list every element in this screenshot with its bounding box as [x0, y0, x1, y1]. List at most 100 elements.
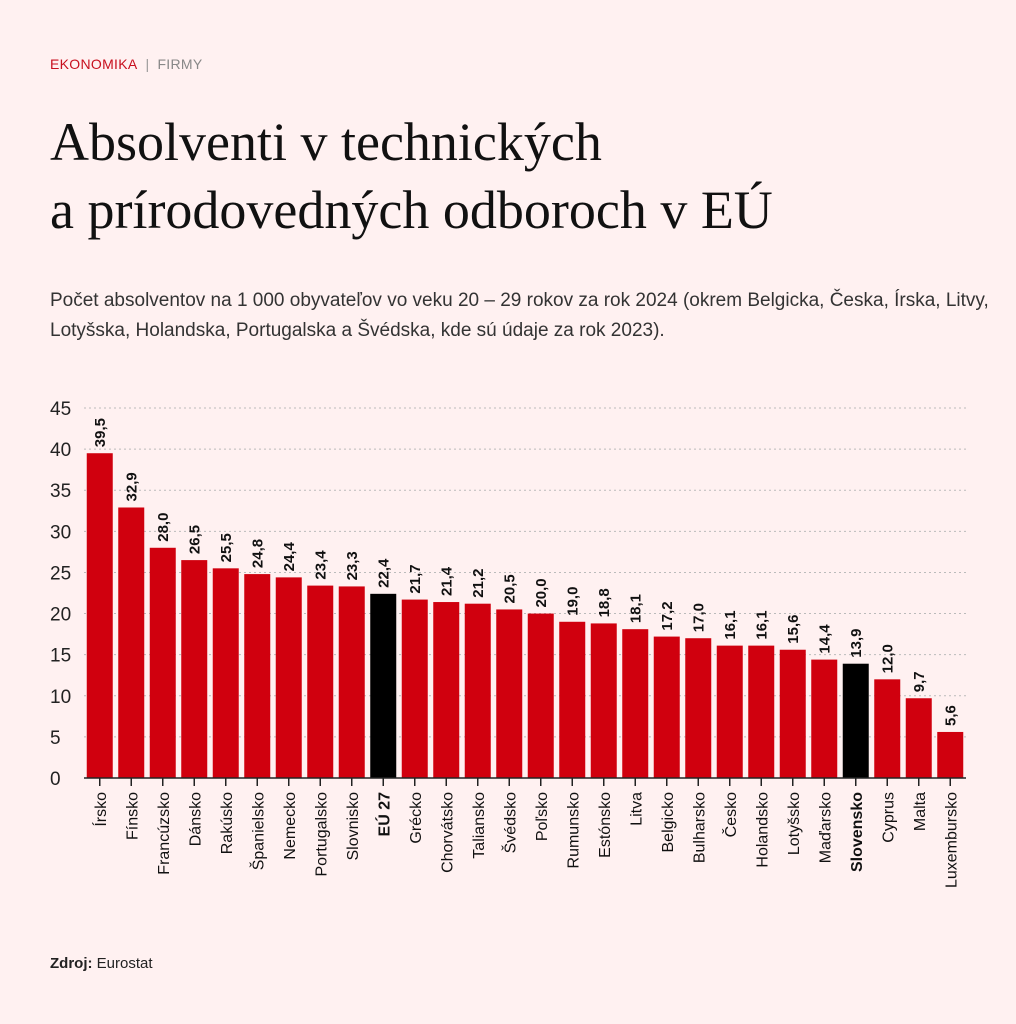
x-tick-label: Holandsko [754, 792, 771, 868]
x-tick-label: Luxembursko [943, 792, 960, 888]
bar [559, 621, 586, 778]
data-label: 39,5 [92, 418, 109, 447]
y-tick-label: 0 [50, 769, 61, 790]
data-label: 24,8 [249, 539, 266, 568]
bar [401, 599, 428, 778]
x-tick-label: Taliansko [471, 792, 488, 859]
x-tick-label: Estónsko [597, 792, 614, 858]
source-label: Zdroj: [50, 955, 93, 972]
data-label: 17,0 [690, 603, 707, 632]
x-tick-label: Francúzsko [156, 792, 173, 875]
y-tick-label: 40 [50, 440, 71, 461]
data-label: 15,6 [785, 615, 802, 644]
page-title: Absolventi v technických a prírodovedných… [50, 108, 773, 244]
data-label: 9,7 [911, 671, 928, 692]
x-tick-label: Česko [721, 792, 740, 837]
source-value: Eurostat [96, 955, 153, 972]
x-tick-label: Slovnisko [345, 792, 362, 861]
x-tick-label: Rakúsko [219, 792, 236, 854]
y-tick-label: 35 [50, 481, 71, 502]
data-label: 32,9 [123, 472, 140, 501]
bar [149, 547, 176, 778]
data-label: 13,9 [848, 629, 865, 658]
bar [874, 679, 901, 778]
bar [748, 645, 775, 778]
bar [496, 609, 523, 778]
x-tick-label: Bulharsko [691, 792, 708, 863]
y-tick-label: 45 [50, 399, 71, 420]
x-tick-label: Fínsko [124, 792, 141, 840]
x-tick-label: EÚ 27 [374, 792, 393, 837]
x-tick-label: Španielsko [248, 792, 267, 870]
x-tick-label: Slovensko [849, 792, 866, 872]
title-line-1: Absolventi v technických [50, 112, 602, 172]
bar [244, 574, 271, 778]
title-line-2: a prírodovedných odboroch v EÚ [50, 180, 773, 240]
bar [716, 645, 743, 778]
x-tick-label: Chorvátsko [439, 792, 456, 873]
bar [905, 698, 932, 778]
data-label: 14,4 [816, 624, 833, 654]
data-label: 21,2 [470, 568, 487, 597]
x-tick-label: Švédsko [500, 792, 519, 853]
y-tick-label: 10 [50, 687, 71, 708]
bar [307, 585, 334, 778]
bar [275, 577, 302, 778]
bar [464, 603, 491, 778]
data-label: 17,2 [659, 601, 676, 630]
x-tick-label: Írsko [91, 792, 110, 827]
data-label: 25,5 [218, 533, 235, 562]
bar [811, 659, 838, 778]
y-tick-label: 5 [50, 728, 61, 749]
x-tick-label: Rumunsko [565, 792, 582, 869]
data-label: 26,5 [186, 525, 203, 554]
bar [653, 636, 680, 778]
data-label: 16,1 [722, 610, 739, 639]
x-tick-label: Grécko [408, 792, 425, 844]
bar [685, 638, 712, 778]
x-tick-label: Maďarsko [817, 792, 834, 863]
x-tick-label: Belgicko [660, 792, 677, 853]
bar [779, 649, 806, 778]
data-label: 24,4 [281, 542, 298, 572]
data-label: 5,6 [942, 705, 959, 726]
data-label: 18,8 [596, 588, 613, 617]
chart-description: Počet absolventov na 1 000 obyvateľov vo… [50, 290, 989, 341]
bar [622, 629, 649, 778]
source-note: Zdroj: Eurostat [50, 955, 153, 972]
y-tick-label: 25 [50, 563, 71, 584]
bar [370, 593, 397, 778]
breadcrumb: EKONOMIKA | FIRMY [50, 56, 203, 72]
data-label: 28,0 [155, 513, 172, 542]
x-tick-label: Nemecko [282, 792, 299, 860]
x-tick-label: Litva [628, 792, 645, 826]
data-label: 16,1 [753, 610, 770, 639]
subsection-link[interactable]: FIRMY [157, 56, 203, 72]
y-tick-label: 15 [50, 646, 71, 667]
bar [212, 568, 239, 778]
data-label: 23,3 [344, 551, 361, 580]
bar [433, 602, 460, 778]
breadcrumb-separator: | [145, 56, 150, 72]
x-tick-label: Poľsko [534, 792, 551, 841]
y-tick-label: 20 [50, 605, 71, 626]
bar [527, 613, 554, 778]
data-label: 23,4 [312, 550, 329, 580]
bar [937, 731, 964, 778]
data-label: 12,0 [879, 644, 896, 673]
bar [181, 560, 208, 778]
data-label: 18,1 [627, 594, 644, 623]
x-tick-label: Portugalsko [313, 792, 330, 877]
y-tick-label: 30 [50, 522, 71, 543]
x-tick-label: Lotyšsko [786, 792, 803, 855]
data-label: 20,5 [501, 574, 518, 603]
bar [590, 623, 617, 778]
data-label: 19,0 [564, 587, 581, 616]
data-label: 20,0 [533, 578, 550, 607]
data-label: 21,4 [438, 566, 455, 596]
bar [118, 507, 145, 778]
data-label: 21,7 [407, 564, 424, 593]
x-tick-label: Malta [912, 792, 929, 831]
section-link[interactable]: EKONOMIKA [50, 56, 138, 72]
